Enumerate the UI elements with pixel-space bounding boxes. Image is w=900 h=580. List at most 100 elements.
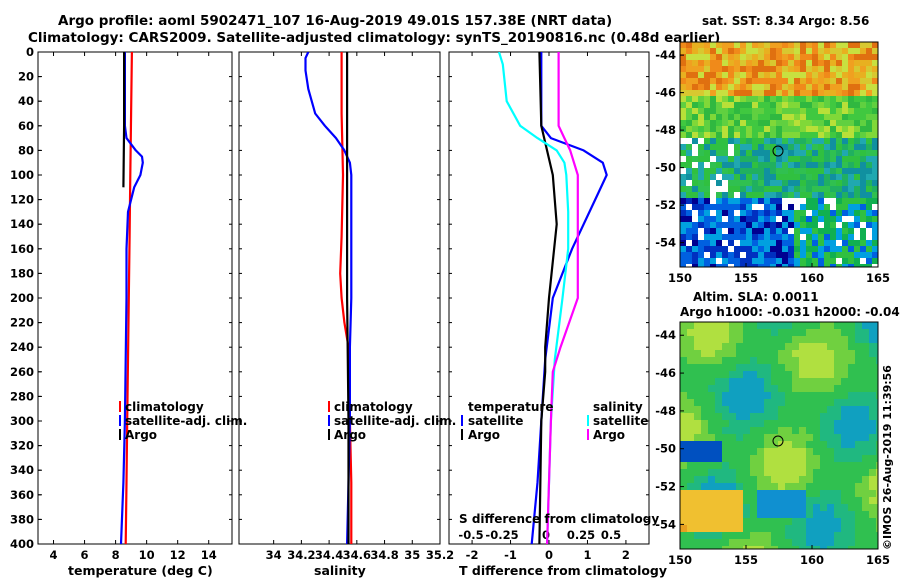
map-cell <box>785 392 792 399</box>
map-cell <box>827 518 834 525</box>
map-cell <box>806 448 813 455</box>
map-cell <box>869 322 876 329</box>
map-cell <box>800 264 806 267</box>
map-cell <box>866 168 872 174</box>
map-cell <box>716 204 722 210</box>
map-cell <box>770 120 776 126</box>
map-cell <box>866 96 872 102</box>
map-cell <box>794 180 800 186</box>
map-cell <box>708 469 715 476</box>
map-cell <box>692 240 698 246</box>
map-cell <box>806 469 813 476</box>
map-cell <box>792 539 799 546</box>
map-cell <box>680 476 687 483</box>
map-cell <box>792 399 799 406</box>
map-cell <box>866 102 872 108</box>
map-cell <box>820 532 827 539</box>
map-cell <box>736 490 743 497</box>
map-cell <box>834 448 841 455</box>
map-cell <box>800 54 806 60</box>
map-cell <box>869 357 876 364</box>
map-cell <box>757 476 764 483</box>
map-cell <box>778 497 785 504</box>
map-cell <box>820 357 827 364</box>
map-cell <box>848 392 855 399</box>
map-cell <box>771 392 778 399</box>
map-cell <box>872 168 878 174</box>
map-cell <box>836 66 842 72</box>
map-cell <box>820 462 827 469</box>
map-cell <box>687 469 694 476</box>
map-cell <box>854 210 860 216</box>
map-cell <box>834 343 841 350</box>
map-cell <box>746 78 752 84</box>
map-cell <box>830 84 836 90</box>
map-cell <box>715 343 722 350</box>
map-cell <box>794 252 800 258</box>
map-cell <box>686 198 692 204</box>
map-cell <box>806 186 812 192</box>
map-cell <box>794 186 800 192</box>
map-cell <box>799 511 806 518</box>
map-cell <box>776 216 782 222</box>
map-cell <box>799 350 806 357</box>
map-cell <box>806 138 812 144</box>
map-cell <box>680 264 686 267</box>
map-cell <box>687 350 694 357</box>
map-cell <box>687 462 694 469</box>
map-cell <box>876 476 878 483</box>
map-cell <box>722 48 728 54</box>
map-cell <box>698 66 704 72</box>
map-cell <box>757 462 764 469</box>
map-cell <box>788 126 794 132</box>
map-cell <box>812 108 818 114</box>
map-cell <box>758 234 764 240</box>
map-cell <box>813 343 820 350</box>
map-cell <box>830 168 836 174</box>
map-cell <box>788 222 794 228</box>
map-y-tick-label: -54 <box>655 517 676 531</box>
map-cell <box>746 156 752 162</box>
map-cell <box>800 66 806 72</box>
map-cell <box>869 434 876 441</box>
map-cell <box>869 476 876 483</box>
map-cell <box>785 385 792 392</box>
map-cell <box>687 497 694 504</box>
map-cell <box>694 329 701 336</box>
map-cell <box>757 329 764 336</box>
map-cell <box>710 162 716 168</box>
map-cell <box>812 54 818 60</box>
map-cell <box>698 258 704 264</box>
map-cell <box>752 90 758 96</box>
map-cell <box>764 427 771 434</box>
map-cell <box>752 240 758 246</box>
series-line-argo <box>122 52 126 188</box>
map-cell <box>799 413 806 420</box>
map-cell <box>806 168 812 174</box>
map-cell <box>799 504 806 511</box>
map-cell <box>722 120 728 126</box>
map-cell <box>680 322 687 329</box>
map-cell <box>800 240 806 246</box>
map-cell <box>860 78 866 84</box>
map-cell <box>820 420 827 427</box>
map-cell <box>824 102 830 108</box>
map-cell <box>848 222 854 228</box>
map-cell <box>704 102 710 108</box>
map-cell <box>785 322 792 329</box>
map-cell <box>862 504 869 511</box>
map-cell <box>834 511 841 518</box>
sst-map <box>680 42 878 267</box>
map-cell <box>788 48 794 54</box>
map-cell <box>680 102 686 108</box>
map-cell <box>686 114 692 120</box>
map-cell <box>799 455 806 462</box>
map-cell <box>830 42 836 48</box>
map-cell <box>698 42 704 48</box>
map-cell <box>740 186 746 192</box>
map-cell <box>855 518 862 525</box>
map-cell <box>680 54 686 60</box>
map-cell <box>794 84 800 90</box>
map-cell <box>794 258 800 264</box>
map-cell <box>782 66 788 72</box>
